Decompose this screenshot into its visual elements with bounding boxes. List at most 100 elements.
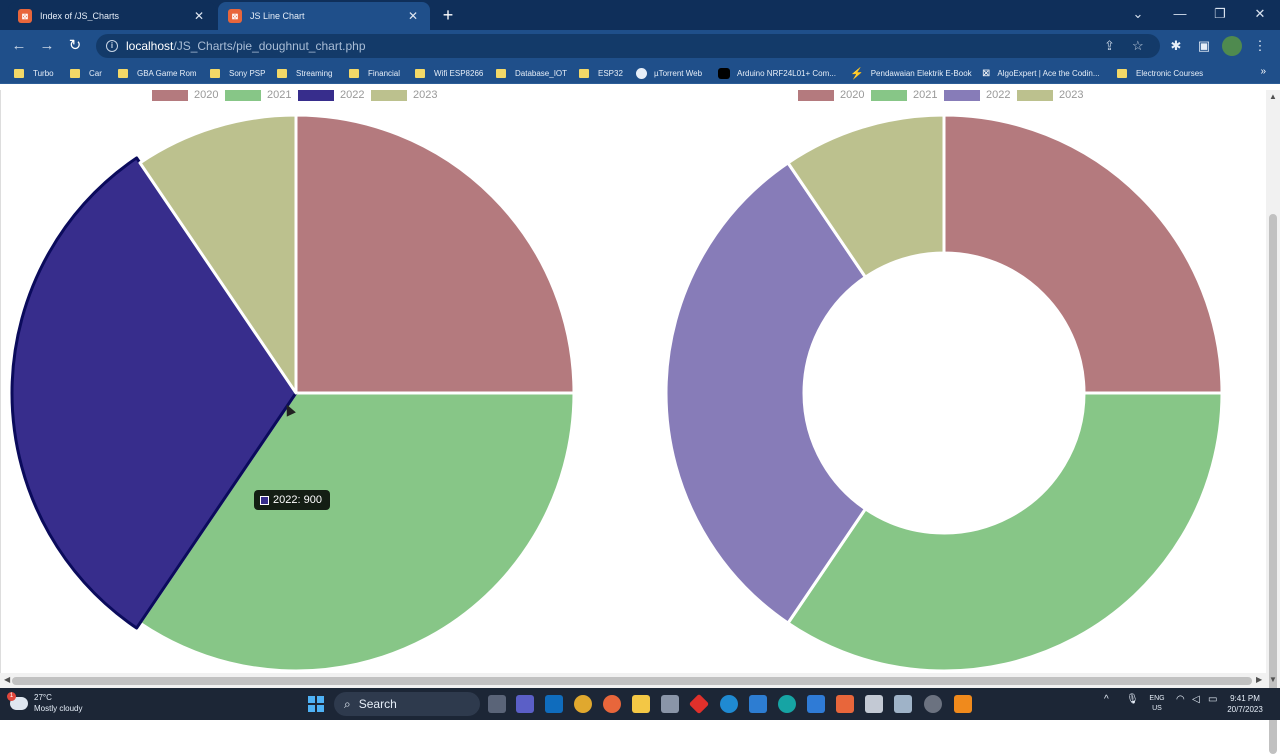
scroll-up-icon[interactable]: ▲ (1269, 92, 1277, 101)
legend-item-2023[interactable]: 2023 (1017, 90, 1083, 101)
search-icon: ⌕ (344, 696, 351, 711)
outlook-icon[interactable] (545, 695, 563, 713)
forward-icon[interactable]: → (39, 37, 55, 54)
maximize-button[interactable]: ❐ (1214, 6, 1226, 21)
legend-item-2023[interactable]: 2023 (371, 90, 437, 101)
app-icon[interactable] (720, 695, 738, 713)
bookmark-esp32[interactable]: ESP32 (579, 66, 623, 80)
show-hidden-icons[interactable]: ^ (1104, 694, 1109, 705)
bookmark-wifi-esp8266[interactable]: Wifi ESP8266 (415, 66, 483, 80)
bookmark-algoexpert[interactable]: ⊠ AlgoExpert | Ace the Codin... (982, 67, 1100, 79)
pie-slice-2021[interactable] (138, 391, 576, 673)
vertical-scrollbar[interactable]: ▲ ▼ (1266, 90, 1280, 754)
doughnut-slice-2021[interactable] (786, 391, 1224, 673)
profile-avatar[interactable] (1222, 36, 1242, 56)
bookmark-gba-game-rom[interactable]: GBA Game Rom (118, 66, 197, 80)
notepad-icon[interactable] (749, 695, 767, 713)
weather-widget[interactable]: 1 27°C Mostly cloudy (7, 691, 82, 714)
vlc-icon[interactable] (954, 695, 972, 713)
extensions-icon[interactable]: ✱ (1170, 38, 1182, 53)
store-icon[interactable] (661, 695, 679, 713)
legend-item-2020[interactable]: 2020 (798, 90, 864, 101)
bookmark-utorrent-web[interactable]: µTorrent Web (636, 66, 702, 80)
taskbar-search[interactable]: ⌕ Search (334, 692, 480, 716)
scroll-left-icon[interactable]: ◀ (4, 675, 11, 684)
legend-item-2021[interactable]: 2021 (871, 90, 937, 101)
tab-js-line-chart[interactable]: ⊠ JS Line Chart ✕ (218, 2, 430, 30)
horizontal-scrollbar[interactable]: ◀ ▶ (0, 673, 1266, 688)
taskbar-clock[interactable]: 9:41 PM 20/7/2023 (1222, 693, 1268, 715)
bookmark-arduino-nrf24l01[interactable]: Arduino NRF24L01+ Com... (718, 66, 836, 80)
tab-index-of-js-charts[interactable]: ⊠ Index of /JS_Charts ✕ (8, 2, 216, 30)
horizontal-scroll-thumb[interactable] (12, 677, 1252, 685)
charts-canvas (10, 113, 1224, 673)
side-panel-icon[interactable]: ▣ (1197, 38, 1211, 53)
doughnut-slice-2020[interactable] (942, 113, 1224, 395)
bookmark-turbo[interactable]: Turbo (14, 66, 54, 80)
legend-swatch (225, 90, 261, 101)
bookmark-database-iot[interactable]: Database_IOT (496, 66, 567, 80)
battery-icon[interactable]: ▭ (1208, 694, 1218, 705)
git-icon[interactable] (688, 693, 710, 715)
legend-item-2022[interactable]: 2022 (944, 90, 1010, 101)
close-icon[interactable]: ✕ (407, 9, 419, 23)
doughnut-slice-2023[interactable] (786, 113, 946, 279)
new-tab-button[interactable]: + (442, 5, 454, 25)
tooltip-swatch (260, 495, 269, 505)
settings-icon[interactable] (924, 695, 942, 713)
bookmark-sony-psp[interactable]: Sony PSP (210, 66, 265, 80)
site-info-icon[interactable]: i (106, 40, 118, 52)
bolt-icon: ⚡ (850, 67, 864, 80)
task-view-icon[interactable] (488, 695, 506, 713)
windows-start-icon[interactable] (308, 696, 324, 712)
reload-icon[interactable]: ↻ (68, 37, 82, 54)
close-window-button[interactable]: ✕ (1254, 6, 1266, 21)
snipping-tool-icon[interactable] (865, 695, 883, 713)
chrome-icon[interactable] (574, 695, 592, 713)
share-icon[interactable]: ⇪ (1104, 38, 1115, 53)
pie-slice-2023[interactable] (138, 113, 298, 395)
scroll-down-icon[interactable]: ▼ (1269, 675, 1277, 684)
doughnut-slice-2022[interactable] (664, 161, 867, 625)
browser-toolbar: ← → ↻ i localhost/JS_Charts/pie_doughnut… (0, 30, 1280, 62)
legend-item-2021[interactable]: 2021 (225, 90, 291, 101)
mail-icon[interactable] (894, 695, 912, 713)
legend-swatch (1017, 90, 1053, 101)
bookmark-star-icon[interactable]: ☆ (1132, 38, 1144, 53)
legend-label: 2021 (913, 90, 938, 101)
close-icon[interactable]: ✕ (193, 9, 205, 23)
scroll-right-icon[interactable]: ▶ (1256, 675, 1263, 684)
wifi-icon[interactable]: ◠ (1176, 694, 1185, 705)
language-indicator[interactable]: ENG US (1149, 695, 1165, 712)
vertical-scroll-thumb[interactable] (1269, 214, 1277, 754)
teams-icon[interactable] (516, 695, 534, 713)
legend-label: 2021 (267, 90, 292, 101)
volume-icon[interactable]: ◁ (1192, 694, 1200, 705)
vscode-icon[interactable] (807, 695, 825, 713)
menu-icon[interactable]: ⋮ (1253, 38, 1267, 53)
file-explorer-icon[interactable] (632, 695, 650, 713)
arduino-icon[interactable] (778, 695, 796, 713)
xampp-icon[interactable] (836, 695, 854, 713)
bookmark-financial[interactable]: Financial (349, 66, 400, 80)
pie-slice-2022[interactable] (10, 156, 298, 630)
minimize-button[interactable]: — (1173, 6, 1187, 21)
bookmark-pendawaian-elektrik[interactable]: ⚡ Pendawaian Elektrik E-Book (850, 67, 972, 80)
firefox-icon[interactable] (603, 695, 621, 713)
bookmark-car[interactable]: Car (70, 66, 102, 80)
address-bar[interactable]: i localhost/JS_Charts/pie_doughnut_chart… (96, 34, 1160, 58)
weather-temperature: 27°C (34, 693, 52, 702)
cloud-icon: 1 (7, 691, 28, 710)
legend-item-2020[interactable]: 2020 (152, 90, 218, 101)
bookmark-electronic-courses[interactable]: Electronic Courses (1117, 66, 1203, 80)
back-icon[interactable]: ← (11, 37, 27, 54)
pie-slice-2020[interactable] (294, 113, 576, 395)
legend-swatch (152, 90, 188, 101)
microphone-icon[interactable]: 🎙 (1126, 694, 1139, 705)
more-bookmarks-icon[interactable]: » (1260, 66, 1266, 77)
bookmark-streaming[interactable]: Streaming (277, 66, 332, 80)
url-host: localhost (126, 39, 174, 53)
legend-swatch (944, 90, 980, 101)
legend-item-2022[interactable]: 2022 (298, 90, 364, 101)
tab-search-icon[interactable]: ⌄ (1132, 6, 1144, 21)
